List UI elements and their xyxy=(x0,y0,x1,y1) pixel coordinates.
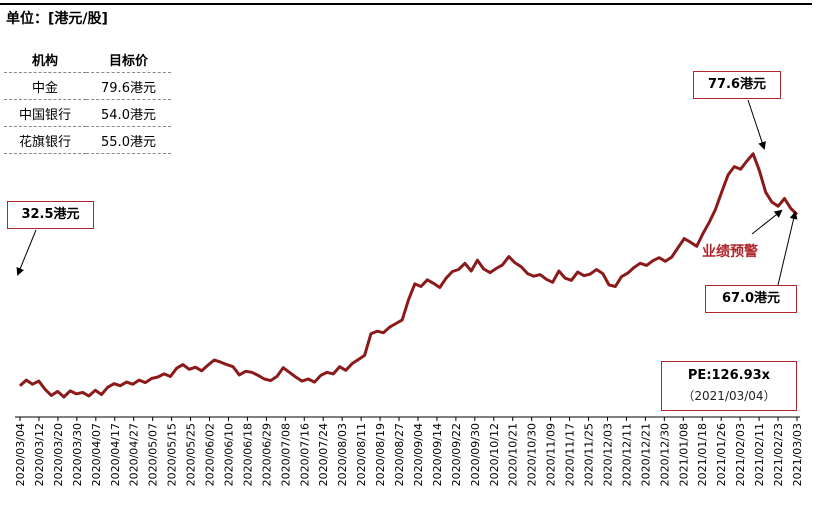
x-tick-label: 2020/11/25 xyxy=(583,423,596,486)
x-tick-label: 2020/04/17 xyxy=(109,423,122,486)
x-tick-label: 2020/03/12 xyxy=(33,423,46,486)
x-tick-label: 2020/10/30 xyxy=(526,423,539,486)
x-tick-label: 2020/06/29 xyxy=(260,423,273,486)
x-tick-label: 2020/11/09 xyxy=(545,423,558,486)
x-tick-label: 2020/03/20 xyxy=(52,423,65,486)
target-price-table: 机构 目标价 中金 79.6港元 中国银行 54.0港元 花旗银行 55.0港元 xyxy=(4,46,171,154)
table-cell-institution: 花旗银行 xyxy=(4,126,86,154)
x-tick-label: 2021/02/03 xyxy=(734,423,747,486)
x-tick-label: 2020/09/14 xyxy=(431,423,444,486)
x-tick-label: 2020/08/27 xyxy=(393,423,406,486)
earnings-warning-arrow xyxy=(751,209,783,235)
x-tick-label: 2020/03/04 xyxy=(14,423,27,486)
x-tick-label: 2020/08/11 xyxy=(355,423,368,486)
x-tick-label: 2020/12/21 xyxy=(639,423,652,486)
end-price-callout: 67.0港元 xyxy=(705,285,797,313)
x-tick-label: 2020/11/17 xyxy=(564,423,577,486)
x-tick-label: 2020/04/27 xyxy=(128,423,141,486)
x-tick-label: 2020/07/08 xyxy=(279,423,292,486)
table-header-target: 目标价 xyxy=(86,46,171,73)
x-tick-label: 2021/01/08 xyxy=(677,423,690,486)
x-tick-label: 2021/01/18 xyxy=(696,423,709,486)
x-tick-label: 2020/07/24 xyxy=(317,423,330,486)
pe-ratio-box: PE:126.93x （2021/03/04） xyxy=(661,361,797,411)
x-tick-label: 2021/03/03 xyxy=(791,423,804,486)
table-row: 花旗银行 55.0港元 xyxy=(4,126,171,154)
x-tick-label: 2020/09/04 xyxy=(412,423,425,486)
table-cell-target: 55.0港元 xyxy=(86,126,171,154)
x-tick-label: 2021/02/11 xyxy=(753,423,766,486)
table-cell-target: 79.6港元 xyxy=(86,72,171,100)
table-header-institution: 机构 xyxy=(4,46,86,73)
peak-price-arrow xyxy=(747,99,766,150)
x-tick-label: 2020/12/30 xyxy=(658,423,671,486)
table-cell-institution: 中金 xyxy=(4,72,86,100)
x-tick-label: 2020/05/25 xyxy=(185,423,198,486)
x-tick-label: 2020/06/02 xyxy=(204,423,217,486)
x-tick-label: 2020/07/16 xyxy=(298,423,311,486)
x-tick-label: 2020/09/22 xyxy=(450,423,463,486)
x-tick-label: 2020/05/15 xyxy=(166,423,179,486)
x-tick-label: 2021/02/23 xyxy=(772,423,785,486)
table-row: 中金 79.6港元 xyxy=(4,72,171,100)
peak-price-callout: 77.6港元 xyxy=(693,71,781,99)
x-tick-label: 2020/06/18 xyxy=(241,423,254,486)
x-tick-label: 2020/10/12 xyxy=(488,423,501,486)
earnings-warning-label: 业绩预警 xyxy=(702,244,758,260)
table-cell-institution: 中国银行 xyxy=(4,99,86,127)
end-price-arrow xyxy=(777,211,798,286)
x-tick-label: 2021/01/26 xyxy=(715,423,728,486)
x-tick-label: 2020/04/07 xyxy=(90,423,103,486)
unit-label: 单位：[港元/股] xyxy=(6,11,108,27)
table-cell-target: 54.0港元 xyxy=(86,99,171,127)
x-tick-label: 2020/10/21 xyxy=(507,423,520,486)
top-rule xyxy=(0,3,812,5)
x-tick-label: 2020/12/11 xyxy=(620,423,633,486)
pe-ratio-value: PE:126.93x xyxy=(687,368,771,383)
table-header-row: 机构 目标价 xyxy=(4,46,171,73)
x-tick-label: 2020/08/03 xyxy=(336,423,349,486)
x-tick-label: 2020/12/03 xyxy=(601,423,614,486)
pe-ratio-date: （2021/03/04） xyxy=(682,389,776,403)
x-tick-label: 2020/06/10 xyxy=(222,423,235,486)
x-tick-label: 2020/08/19 xyxy=(374,423,387,486)
x-tick-label: 2020/09/30 xyxy=(469,423,482,486)
x-tick-label: 2020/03/30 xyxy=(71,423,84,486)
start-price-callout: 32.5港元 xyxy=(7,201,94,229)
table-row: 中国银行 54.0港元 xyxy=(4,99,171,127)
x-tick-label: 2020/05/07 xyxy=(147,423,160,486)
start-price-arrow xyxy=(16,229,37,276)
